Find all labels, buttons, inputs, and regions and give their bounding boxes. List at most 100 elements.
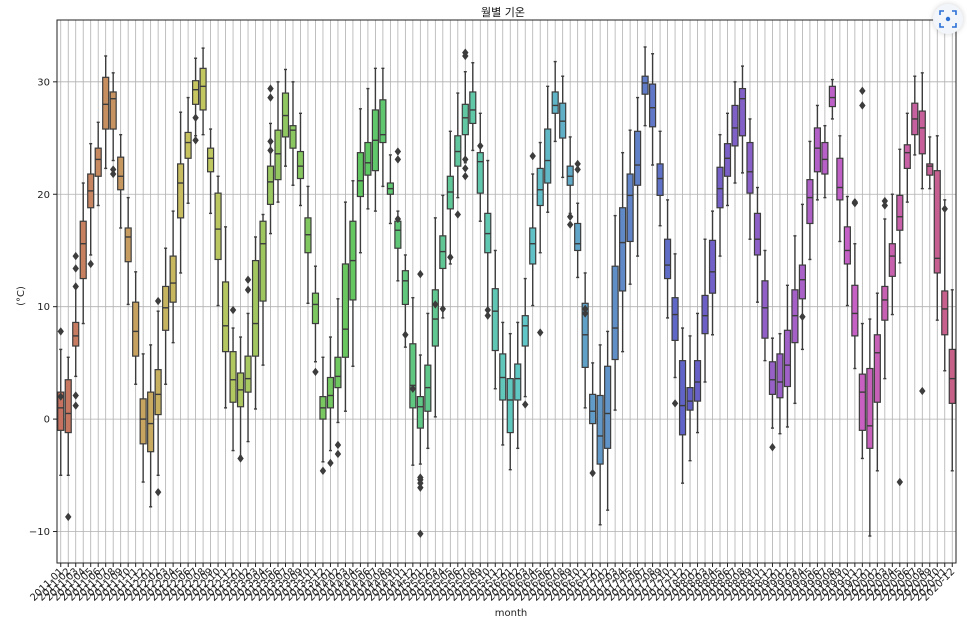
- outlier-point: [312, 367, 319, 377]
- box-2020-04: [888, 193, 896, 316]
- box-body: [888, 243, 896, 277]
- box-body: [124, 227, 132, 263]
- box-2019-05: [806, 140, 814, 261]
- box-body: [536, 167, 544, 207]
- box-2012-11: [221, 226, 230, 409]
- box-body: [326, 376, 335, 409]
- outlier-point: [417, 483, 424, 492]
- focus-scan-icon[interactable]: [933, 4, 963, 34]
- box-body: [903, 144, 911, 169]
- outlier-point: [72, 282, 79, 291]
- box-body: [671, 297, 679, 342]
- outlier-point: [57, 392, 64, 401]
- box-2013-11: [311, 265, 320, 377]
- box-2015-03: [431, 217, 439, 418]
- box-body: [918, 110, 926, 155]
- outlier-point: [529, 151, 536, 161]
- box-body: [529, 227, 537, 265]
- outlier-point: [267, 84, 274, 93]
- box-2015-01: [416, 269, 424, 538]
- box-body: [431, 289, 439, 347]
- box-2018-01: [686, 335, 694, 462]
- outlier-point: [267, 146, 274, 155]
- box-body: [154, 369, 162, 416]
- box-2020-02: [873, 292, 881, 472]
- box-2018-12: [768, 337, 777, 452]
- box-2014-04: [349, 180, 357, 367]
- box-body: [881, 285, 889, 321]
- box-body: [476, 152, 484, 194]
- box-2019-03: [791, 235, 799, 405]
- box-2011-06: [94, 121, 102, 207]
- outlier-point: [65, 512, 72, 522]
- outlier-point: [447, 253, 454, 262]
- box-2014-02: [334, 298, 342, 459]
- outlier-point: [859, 101, 866, 110]
- box-2020-03: [881, 196, 889, 380]
- box-2017-07: [641, 46, 649, 127]
- box-2013-07: [281, 68, 290, 167]
- box-body: [843, 226, 851, 265]
- box-body: [551, 91, 559, 114]
- box-body: [117, 156, 125, 191]
- box-body: [506, 378, 514, 434]
- box-2014-09: [386, 154, 394, 225]
- box-body: [79, 220, 87, 280]
- box-body: [836, 157, 844, 201]
- outlier-point: [522, 400, 529, 409]
- box-body: [828, 85, 836, 108]
- box-2014-01: [326, 336, 335, 468]
- box-body: [259, 220, 267, 302]
- box-body: [214, 192, 222, 261]
- outlier-point: [72, 401, 79, 410]
- box-2011-11: [132, 271, 140, 385]
- outlier-point: [409, 384, 417, 393]
- box-2015-10: [484, 159, 492, 320]
- outlier-point: [334, 449, 342, 459]
- box-body: [941, 290, 949, 336]
- box-body: [394, 220, 402, 249]
- box-body: [334, 356, 342, 389]
- outlier-point: [799, 312, 806, 321]
- box-2014-11: [401, 254, 409, 348]
- box-body: [693, 360, 702, 402]
- box-body: [626, 173, 634, 243]
- box-body: [102, 76, 110, 130]
- box-2015-12: [499, 321, 507, 446]
- outlier-point: [896, 477, 904, 487]
- outlier-point: [462, 164, 469, 173]
- outlier-point: [881, 201, 889, 210]
- box-body: [851, 284, 859, 337]
- box-body: [341, 263, 350, 358]
- box-2016-07: [551, 60, 559, 143]
- box-2013-01: [236, 336, 245, 463]
- outlier-point: [484, 305, 491, 315]
- box-2020-01: [866, 318, 874, 537]
- box-2011-03: [72, 251, 80, 410]
- box-body: [109, 91, 117, 130]
- box-2020-11: [941, 199, 949, 372]
- box-2017-04: [619, 151, 627, 353]
- box-body: [678, 360, 687, 436]
- outlier-point: [402, 330, 409, 339]
- box-2015-05: [446, 130, 454, 265]
- box-body: [416, 396, 424, 429]
- box-2017-01: [596, 344, 604, 526]
- box-2013-02: [244, 275, 252, 443]
- outlier-point: [454, 210, 462, 219]
- box-body: [296, 150, 305, 180]
- box-2017-08: [648, 53, 657, 166]
- box-body: [596, 394, 604, 465]
- outlier-point: [334, 440, 342, 450]
- box-body: [356, 152, 365, 198]
- y-axis-label: (°C): [16, 286, 27, 306]
- outlier-point: [229, 305, 237, 315]
- box-2013-10: [304, 185, 312, 305]
- box-2018-05: [716, 133, 724, 257]
- box-body: [604, 365, 612, 449]
- outlier-point: [462, 155, 469, 164]
- box-body: [716, 166, 724, 209]
- box-body: [611, 265, 619, 361]
- outlier-point: [859, 86, 866, 95]
- box-2016-04: [529, 151, 537, 307]
